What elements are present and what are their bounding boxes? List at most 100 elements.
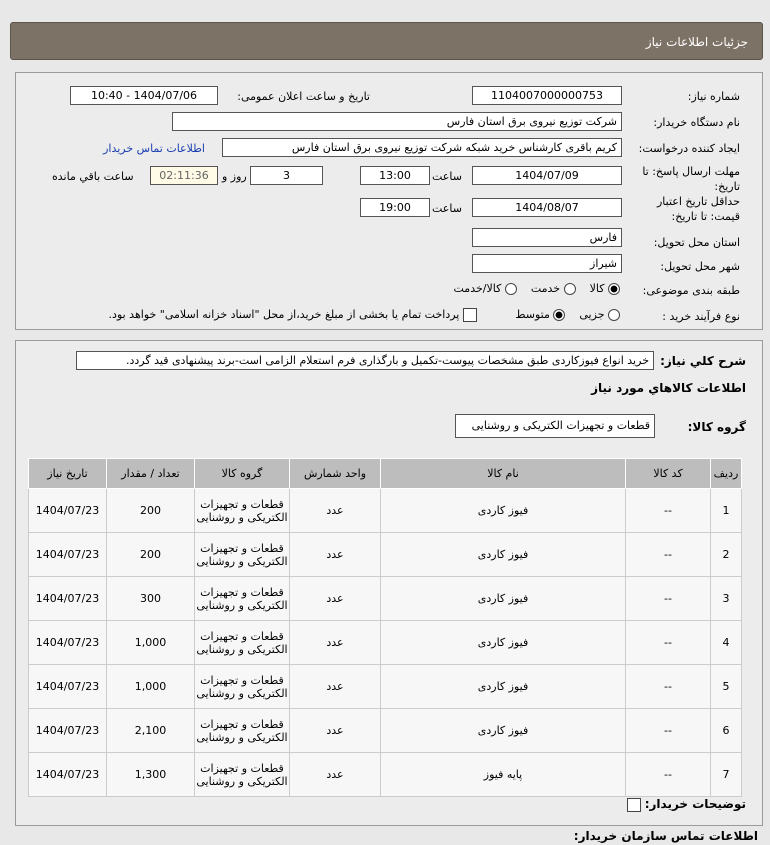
cell-goods-group: قطعات و تجهیزات الکتریکی و روشنایی [194,752,290,797]
validity-time-label: ساعت [432,202,462,215]
cell-goods-name: فیوز کاردی [380,488,626,533]
cell-row-number: 5 [710,664,742,709]
cell-unit: عدد [289,752,381,797]
table-row: 2 -- فیوز کاردی عدد قطعات و تجهیزات الکتریکی… [28,532,742,577]
cell-need-date: 1404/07/23 [28,488,107,533]
cell-need-date: 1404/07/23 [28,620,107,665]
buyer-label: نام دستگاه خریدار: [653,116,740,129]
cell-goods-name: فیوز کاردی [380,664,626,709]
cell-goods-name: فیوز کاردی [380,708,626,753]
table-row: 3 -- فیوز کاردی عدد قطعات و تجهیزات الکتریکی… [28,576,742,621]
cell-goods-code: -- [625,532,711,577]
category-goods-radio[interactable] [608,283,620,295]
cell-quantity: 1,300 [106,752,195,797]
days-label: روز و [222,170,247,183]
deadline-label: مهلت ارسال پاسخ: تا تاریخ: [642,165,740,193]
creator-field: کریم باقری کارشناس خرید شبکه شرکت توزیع … [222,138,622,157]
payment-note: پرداخت تمام یا بخشی از مبلغ خرید،از محل … [108,308,460,321]
deadline-time-field: 13:00 [360,166,430,185]
province-field: فارس [472,228,622,247]
remaining-time-field: 02:11:36 [150,166,218,185]
cell-need-date: 1404/07/23 [28,752,107,797]
cell-quantity: 2,100 [106,708,195,753]
deadline-time-label: ساعت [432,170,462,183]
process-minor-label: جزیی [579,308,605,321]
table-row: 4 -- فیوز کاردی عدد قطعات و تجهیزات الکتریکی… [28,620,742,665]
category-goods-label: کالا [589,282,605,295]
process-minor-radio[interactable] [608,309,620,321]
cell-row-number: 7 [710,752,742,797]
category-service-label: خدمت [530,282,561,295]
org-contact-label: اطلاعات تماس سازمان خریدار: [573,829,758,843]
cell-goods-name: فیوز کاردی [380,576,626,621]
category-service-radio[interactable] [563,283,576,295]
cell-row-number: 2 [710,532,742,577]
cell-goods-group: قطعات و تجهیزات الکتریکی و روشنایی [194,532,290,577]
goods-table: ردیف کد کالا نام کالا واحد شمارش گروه کا… [28,458,742,797]
table-row: 7 -- پایه فیوز عدد قطعات و تجهیزات الکتریکی … [28,752,742,797]
category-radio-group: کالا خدمت کالا/خدمت [453,282,620,295]
cell-goods-code: -- [625,752,711,797]
buyer-notes-label: توضیحات خریدار: [626,797,746,812]
col-row: ردیف [710,458,742,489]
cell-goods-name: فیوز کاردی [380,532,626,577]
treasury-payment-checkbox[interactable] [462,308,477,322]
process-medium-label: متوسط [515,308,550,321]
cell-need-date: 1404/07/23 [28,532,107,577]
need-no-label: شماره نیاز: [687,90,740,103]
cell-quantity: 1,000 [106,664,195,709]
table-header-row: ردیف کد کالا نام کالا واحد شمارش گروه کا… [28,458,742,489]
cell-goods-group: قطعات و تجهیزات الکتریکی و روشنایی [194,708,290,753]
group-label: گروه کالا: [687,420,746,434]
cell-row-number: 3 [710,576,742,621]
cell-unit: عدد [289,708,381,753]
col-qty: تعداد / مقدار [106,458,195,489]
announce-label: تاریخ و ساعت اعلان عمومی: [237,90,370,103]
creator-label: ایجاد کننده درخواست: [638,142,740,155]
buyer-notes-checkbox[interactable] [626,797,641,812]
need-no-field: 1104007000000753 [472,86,622,105]
cell-quantity: 300 [106,576,195,621]
city-label: شهر محل تحویل: [660,260,740,273]
cell-goods-name: فیوز کاردی [380,620,626,665]
cell-goods-group: قطعات و تجهیزات الکتریکی و روشنایی [194,488,290,533]
cell-goods-code: -- [625,488,711,533]
table-row: 5 -- فیوز کاردی عدد قطعات و تجهیزات الکتریکی… [28,664,742,709]
validity-date-field: 1404/08/07 [472,198,622,217]
process-medium-radio[interactable] [553,309,566,321]
col-unit: واحد شمارش [289,458,381,489]
cell-need-date: 1404/07/23 [28,664,107,709]
col-date: تاریخ نیاز [28,458,107,489]
buyer-field: شرکت توزیع نیروی برق استان فارس [172,112,622,131]
validity-time-field: 19:00 [360,198,430,217]
cell-goods-code: -- [625,620,711,665]
cell-quantity: 200 [106,532,195,577]
cell-goods-code: -- [625,576,711,621]
table-row: 6 -- فیوز کاردی عدد قطعات و تجهیزات الکتریکی… [28,708,742,753]
cell-unit: عدد [289,576,381,621]
cell-quantity: 200 [106,488,195,533]
deadline-date-field: 1404/07/09 [472,166,622,185]
cell-row-number: 6 [710,708,742,753]
category-both-radio[interactable] [504,283,517,295]
cell-need-date: 1404/07/23 [28,576,107,621]
cell-unit: عدد [289,620,381,665]
cell-quantity: 1,000 [106,620,195,665]
announce-field: 1404/07/06 - 10:40 [70,86,218,105]
cell-goods-name: پایه فیوز [380,752,626,797]
validity-label: حداقل تاریخ اعتبار قیمت: تا تاریخ: [656,195,740,223]
buyer-contact-link[interactable]: اطلاعات تماس خریدار [103,142,205,155]
days-field: 3 [250,166,323,185]
category-both-label: کالا/خدمت [453,282,502,295]
group-field: قطعات و تجهیزات الکتریکی و روشنایی [455,414,655,438]
process-radio-group: جزیی متوسط پرداخت تمام یا بخشی از مبلغ خ… [109,308,620,322]
page-title: جزئیات اطلاعات نیاز [645,35,748,49]
process-label: نوع فرآیند خرید : [662,310,740,323]
cell-goods-group: قطعات و تجهیزات الکتریکی و روشنایی [194,576,290,621]
summary-label: شرح كلي نياز: [660,354,746,368]
city-field: شیراز [472,254,622,273]
cell-goods-code: -- [625,708,711,753]
table-row: 1 -- فیوز کاردی عدد قطعات و تجهیزات الکتریکی… [28,488,742,533]
cell-row-number: 4 [710,620,742,665]
cell-unit: عدد [289,488,381,533]
